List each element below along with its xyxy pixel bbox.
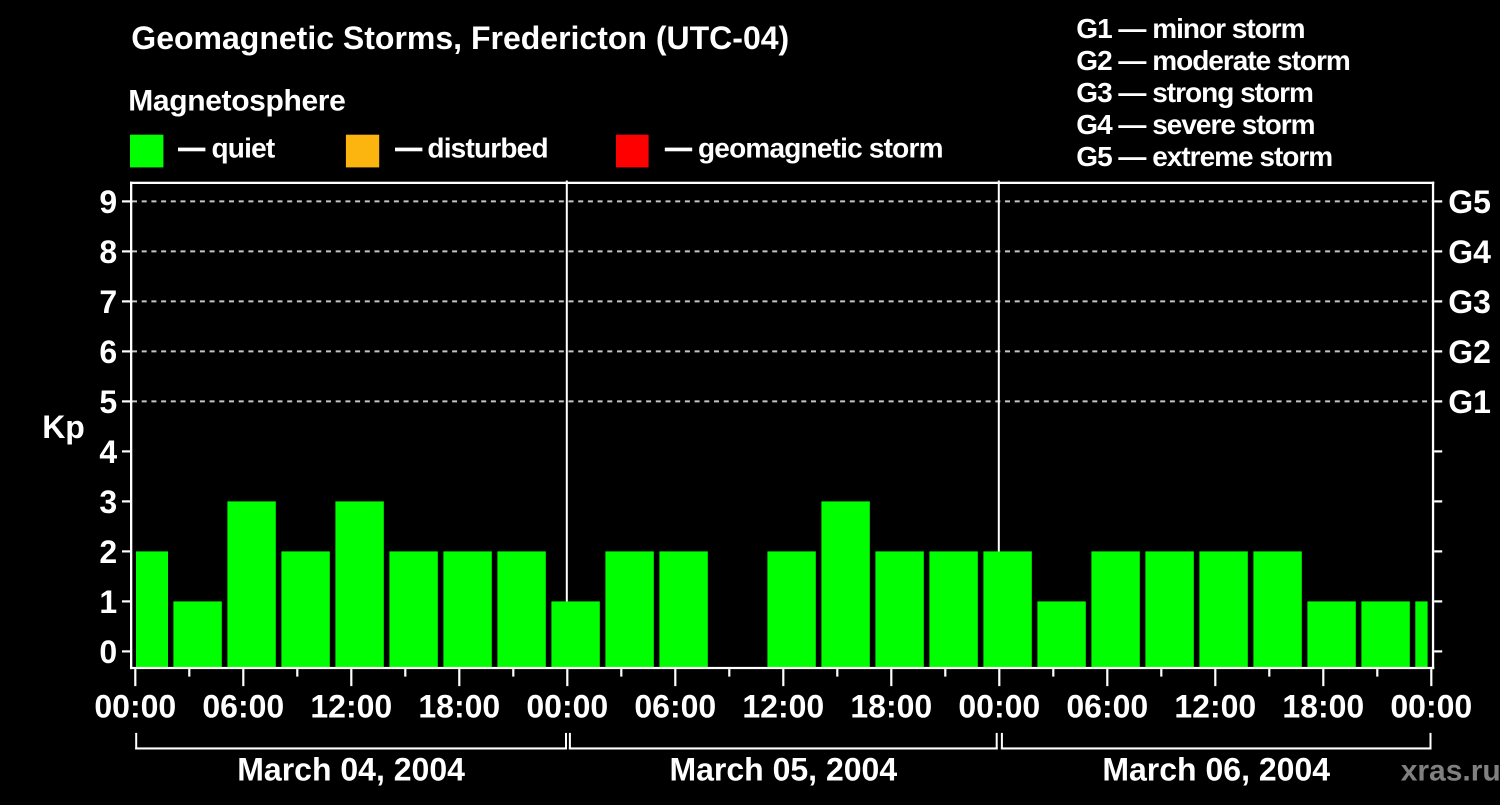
svg-text:1: 1 [99,584,117,620]
svg-text:12:00: 12:00 [310,688,392,724]
svg-text:00:00: 00:00 [526,688,608,724]
svg-text:G5 — extreme storm: G5 — extreme storm [1076,141,1332,172]
svg-text:2: 2 [99,534,117,570]
svg-text:18:00: 18:00 [850,688,932,724]
svg-text:12:00: 12:00 [1174,688,1256,724]
svg-text:0: 0 [99,634,117,670]
svg-text:06:00: 06:00 [634,688,716,724]
svg-text:xras.ru: xras.ru [1401,755,1500,788]
svg-text:8: 8 [99,234,117,270]
svg-text:G2 — moderate storm: G2 — moderate storm [1076,45,1350,76]
svg-text:G1: G1 [1448,384,1491,420]
svg-text:G4 — severe storm: G4 — severe storm [1076,109,1314,140]
svg-text:3: 3 [99,484,117,520]
svg-text:G2: G2 [1448,334,1491,370]
svg-text:6: 6 [99,334,117,370]
svg-text:00:00: 00:00 [1390,688,1472,724]
svg-text:18:00: 18:00 [1282,688,1364,724]
svg-text:March 06, 2004: March 06, 2004 [1102,751,1330,787]
svg-text:06:00: 06:00 [1066,688,1148,724]
svg-text:quiet: quiet [212,132,275,163]
svg-text:Magnetosphere: Magnetosphere [128,84,345,117]
svg-text:7: 7 [99,284,117,320]
svg-text:5: 5 [99,384,117,420]
svg-text:G1 — minor storm: G1 — minor storm [1076,13,1304,44]
svg-text:9: 9 [99,184,117,220]
svg-text:G4: G4 [1448,234,1491,270]
svg-text:G3: G3 [1448,284,1491,320]
svg-text:March 04, 2004: March 04, 2004 [237,751,465,787]
svg-text:00:00: 00:00 [958,688,1040,724]
svg-text:4: 4 [99,434,117,470]
svg-text:00:00: 00:00 [94,688,176,724]
svg-text:disturbed: disturbed [427,132,547,163]
svg-text:Geomagnetic Storms, Fredericto: Geomagnetic Storms, Fredericton (UTC-04) [131,20,789,56]
svg-text:06:00: 06:00 [202,688,284,724]
svg-text:Kp: Kp [42,409,85,445]
svg-text:March 05, 2004: March 05, 2004 [669,751,897,787]
svg-text:G5: G5 [1448,184,1491,220]
svg-text:G3 — strong storm: G3 — strong storm [1076,77,1313,108]
svg-text:18:00: 18:00 [418,688,500,724]
svg-text:12:00: 12:00 [742,688,824,724]
svg-text:geomagnetic storm: geomagnetic storm [698,132,943,163]
